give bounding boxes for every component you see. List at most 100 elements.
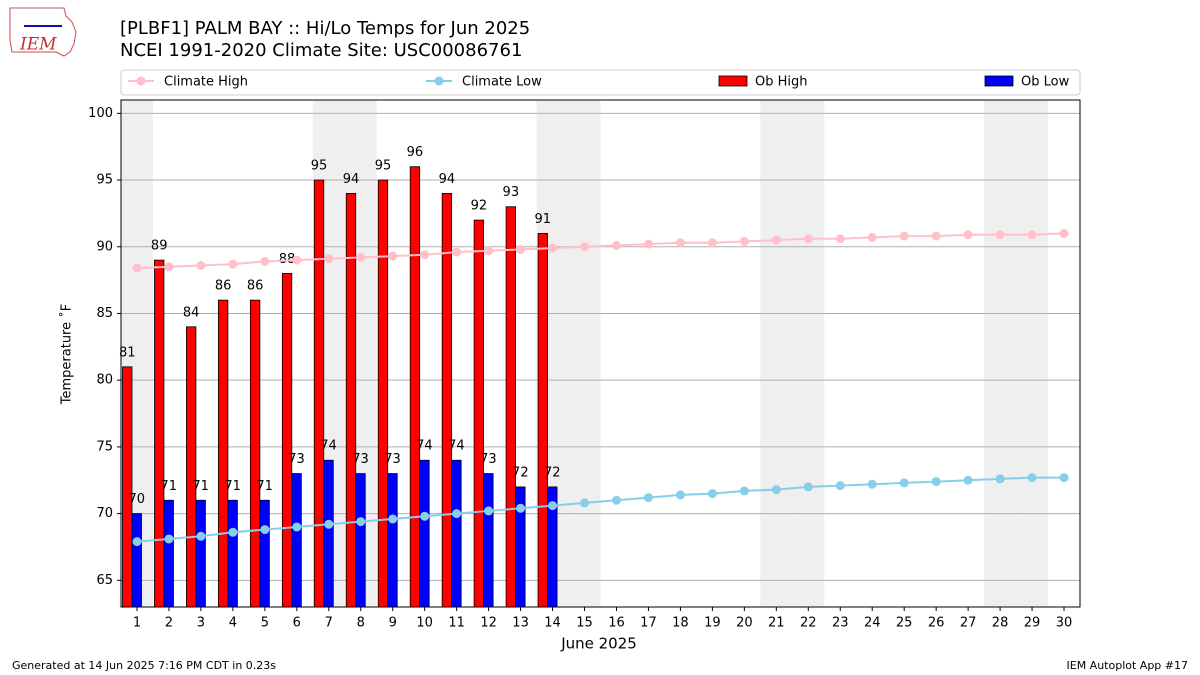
logo-text: IEM <box>19 35 57 55</box>
bar-value-label: 86 <box>247 279 264 294</box>
y-tick-label: 85 <box>96 306 113 321</box>
line-point <box>708 489 717 498</box>
legend-box <box>121 70 1080 95</box>
line-point <box>484 506 493 515</box>
bar <box>388 474 398 607</box>
x-tick-label: 13 <box>512 616 529 631</box>
x-tick-label: 30 <box>1056 616 1073 631</box>
line-point <box>836 234 845 243</box>
x-tick-label: 9 <box>389 616 397 631</box>
bar <box>260 500 270 607</box>
bar-value-label: 73 <box>352 452 369 467</box>
bar <box>282 273 292 607</box>
x-tick-label: 8 <box>357 616 365 631</box>
line-point <box>196 261 205 270</box>
legend-label: Ob Low <box>1021 75 1070 90</box>
line-point <box>548 244 557 253</box>
line-point <box>228 260 237 269</box>
chart-subtitle: NCEI 1991-2020 Climate Site: USC00086761 <box>120 40 522 61</box>
bar-value-label: 74 <box>448 439 465 454</box>
x-tick-label: 18 <box>672 616 689 631</box>
bar-value-label: 95 <box>375 159 392 174</box>
y-tick-label: 90 <box>96 239 113 254</box>
bar-value-label: 89 <box>151 239 168 254</box>
line-point <box>772 236 781 245</box>
line-point <box>164 262 173 271</box>
x-tick-label: 29 <box>1024 616 1041 631</box>
bar-value-label: 94 <box>343 172 360 187</box>
y-tick-label: 75 <box>96 439 113 454</box>
line-point <box>420 250 429 259</box>
x-tick-label: 16 <box>608 616 625 631</box>
legend-swatch <box>985 76 1013 86</box>
weekend-band <box>760 100 792 607</box>
line-point <box>612 241 621 250</box>
line-point <box>132 264 141 273</box>
line-point <box>420 512 429 521</box>
line-point <box>644 493 653 502</box>
line-point <box>292 522 301 531</box>
bar-value-label: 72 <box>544 465 561 480</box>
weekend-band <box>1016 100 1048 607</box>
bar <box>122 367 132 607</box>
bar-value-label: 96 <box>407 145 424 160</box>
bar <box>292 474 302 607</box>
legend-marker <box>435 77 444 86</box>
bar <box>250 300 260 607</box>
chart: IEM [PLBF1] PALM BAY :: Hi/Lo Temps for … <box>0 0 1200 675</box>
y-tick-label: 95 <box>96 173 113 188</box>
bar <box>196 500 206 607</box>
bar-value-label: 84 <box>183 305 200 320</box>
x-tick-label: 28 <box>992 616 1009 631</box>
bar-value-label: 94 <box>439 172 456 187</box>
bar <box>506 207 516 607</box>
legend-label: Climate High <box>164 75 248 90</box>
x-tick-label: 17 <box>640 616 657 631</box>
x-tick-label: 23 <box>832 616 849 631</box>
bar <box>538 233 548 607</box>
line-point <box>740 486 749 495</box>
x-tick-label: 2 <box>165 616 173 631</box>
bar-value-label: 73 <box>288 452 305 467</box>
x-tick-label: 24 <box>864 616 881 631</box>
line-point <box>772 485 781 494</box>
x-tick-label: 4 <box>229 616 237 631</box>
bar <box>164 500 174 607</box>
y-tick-label: 65 <box>96 573 113 588</box>
line-point <box>132 537 141 546</box>
bar <box>154 260 164 607</box>
y-tick-label: 70 <box>96 506 113 521</box>
x-tick-label: 22 <box>800 616 817 631</box>
bar <box>420 460 430 607</box>
line-point <box>452 248 461 257</box>
line-point <box>740 237 749 246</box>
footer-right: IEM Autoplot App #17 <box>1067 659 1189 672</box>
bar-value-label: 92 <box>471 199 488 214</box>
line-point <box>676 238 685 247</box>
line-point <box>804 234 813 243</box>
bar <box>484 474 494 607</box>
bar <box>442 193 452 607</box>
y-tick-label: 100 <box>88 106 113 121</box>
bar-value-label: 73 <box>480 452 497 467</box>
line-point <box>484 246 493 255</box>
line-point <box>452 509 461 518</box>
line-point <box>388 514 397 523</box>
bar <box>378 180 388 607</box>
bar-value-label: 95 <box>311 159 328 174</box>
x-tick-label: 7 <box>325 616 333 631</box>
y-tick-label: 80 <box>96 373 113 388</box>
line-point <box>868 233 877 242</box>
line-point <box>164 534 173 543</box>
line-point <box>324 520 333 529</box>
bar <box>314 180 324 607</box>
line-point <box>260 525 269 534</box>
line-point <box>1060 473 1069 482</box>
line-point <box>996 474 1005 483</box>
weekend-band <box>984 100 1016 607</box>
line-point <box>900 478 909 487</box>
x-tick-label: 26 <box>928 616 945 631</box>
bar-value-label: 73 <box>384 452 401 467</box>
y-axis-label: Temperature ˚F <box>59 304 75 405</box>
bar <box>218 300 228 607</box>
